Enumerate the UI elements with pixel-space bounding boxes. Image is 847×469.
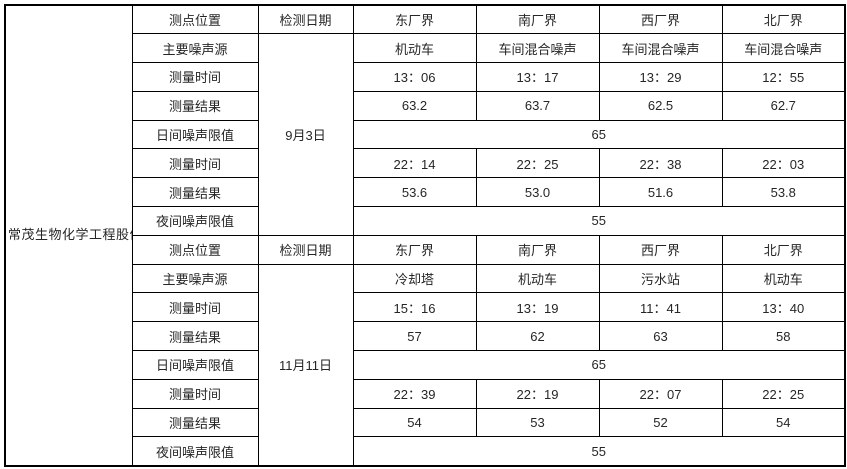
table-row: 测量结果 57 62 63 58 xyxy=(5,321,846,352)
cell-night-time: 22：25 xyxy=(475,148,600,179)
cell-day-time: 13：17 xyxy=(475,62,600,92)
cell-day-result: 57 xyxy=(352,321,477,352)
cell-day-result: 62.7 xyxy=(721,90,846,121)
cell-day-result: 62 xyxy=(475,321,600,352)
table-row: 测量时间 22：14 22：25 22：38 22：03 xyxy=(5,148,846,179)
cell-night-result: 53.6 xyxy=(352,177,477,208)
table-row: 夜间噪声限值 55 xyxy=(5,436,846,467)
row-label-source: 主要噪声源 xyxy=(131,263,259,294)
table-row: 主要噪声源 11月11日 冷却塔 机动车 污水站 机动车 xyxy=(5,263,846,467)
date-header-cell: 检测日期 xyxy=(257,234,354,265)
cell-source: 冷却塔 xyxy=(352,263,477,294)
table-row: 夜间噪声限值 55 xyxy=(5,206,846,236)
table-row: 常茂生物化学工程股份有限公司 测点位置 检测日期 东厂界 南厂界 西厂界 北厂界 xyxy=(4,4,846,467)
cell-night-limit: 55 xyxy=(352,436,846,467)
row-label-source: 主要噪声源 xyxy=(131,33,259,64)
table-row: 测量结果 63.2 63.7 62.5 62.7 xyxy=(5,90,846,121)
cell-day-result: 63.2 xyxy=(352,90,477,121)
row-label-result: 测量结果 xyxy=(131,90,259,121)
row-label-point: 测点位置 xyxy=(131,4,259,35)
cell-night-time: 22：39 xyxy=(352,378,477,409)
cell-night-time: 22：03 xyxy=(721,148,846,179)
location-header-south: 南厂界 xyxy=(475,234,600,265)
cell-night-time: 22：25 xyxy=(721,378,846,409)
cell-night-result: 51.6 xyxy=(598,177,723,208)
table-row: 主要噪声源 9月3日 机动车 车间混合噪声 车间混合噪声 车间混合噪声 xyxy=(5,33,846,236)
cell-night-time: 22：07 xyxy=(598,378,723,409)
row-label-time: 测量时间 xyxy=(131,148,259,179)
date-cell-block1: 9月3日 xyxy=(257,33,354,236)
cell-day-result: 58 xyxy=(721,321,846,352)
location-header-north: 北厂界 xyxy=(721,234,846,265)
location-header-east: 东厂界 xyxy=(352,234,477,265)
cell-night-result: 53.0 xyxy=(475,177,600,208)
location-header-south: 南厂界 xyxy=(475,4,600,35)
cell-day-time: 13：29 xyxy=(598,62,723,92)
cell-night-limit: 55 xyxy=(352,206,846,236)
row-label-result: 测量结果 xyxy=(131,321,259,352)
cell-day-result: 62.5 xyxy=(598,90,723,121)
location-header-west: 西厂界 xyxy=(598,4,723,35)
cell-night-result: 53 xyxy=(475,407,600,438)
cell-day-time: 12：55 xyxy=(721,62,846,92)
cell-source: 车间混合噪声 xyxy=(721,33,846,64)
table-row: 测量结果 53.6 53.0 51.6 53.8 xyxy=(5,177,846,208)
company-name-cell: 常茂生物化学工程股份有限公司 xyxy=(4,4,133,467)
row-label-time: 测量时间 xyxy=(131,62,259,92)
row-label-night-limit: 夜间噪声限值 xyxy=(131,436,259,467)
cell-night-result: 54 xyxy=(352,407,477,438)
table-row: 测量时间 22：39 22：19 22：07 22：25 xyxy=(5,378,846,409)
cell-night-result: 53.8 xyxy=(721,177,846,208)
date-header-cell: 检测日期 xyxy=(257,4,354,35)
cell-source: 机动车 xyxy=(475,263,600,294)
row-label-result: 测量结果 xyxy=(131,177,259,208)
cell-night-time: 22：14 xyxy=(352,148,477,179)
row-label-time: 测量时间 xyxy=(131,292,259,323)
location-header-north: 北厂界 xyxy=(721,4,846,35)
row-label-time: 测量时间 xyxy=(131,378,259,409)
row-label-day-limit: 日间噪声限值 xyxy=(131,119,259,150)
cell-day-time: 13：40 xyxy=(721,292,846,323)
cell-day-limit: 65 xyxy=(352,119,846,150)
row-label-result: 测量结果 xyxy=(131,407,259,438)
cell-source: 车间混合噪声 xyxy=(598,33,723,64)
row-label-day-limit: 日间噪声限值 xyxy=(131,350,259,380)
location-header-west: 西厂界 xyxy=(598,234,723,265)
cell-night-time: 22：38 xyxy=(598,148,723,179)
cell-night-result: 52 xyxy=(598,407,723,438)
cell-day-result: 63 xyxy=(598,321,723,352)
cell-day-time: 15：16 xyxy=(352,292,477,323)
cell-source: 污水站 xyxy=(598,263,723,294)
location-header-east: 东厂界 xyxy=(352,4,477,35)
cell-day-result: 63.7 xyxy=(475,90,600,121)
date-cell-block2: 11月11日 xyxy=(257,263,354,467)
cell-source: 机动车 xyxy=(721,263,846,294)
table-row: 测量时间 15：16 13：19 11：41 13：40 xyxy=(5,292,846,323)
cell-source: 车间混合噪声 xyxy=(475,33,600,64)
table-row: 测量时间 13：06 13：17 13：29 12：55 xyxy=(5,62,846,92)
noise-monitoring-table: 常茂生物化学工程股份有限公司 测点位置 检测日期 东厂界 南厂界 西厂界 北厂界… xyxy=(4,4,846,467)
cell-day-time: 11：41 xyxy=(598,292,723,323)
row-label-night-limit: 夜间噪声限值 xyxy=(131,206,259,236)
cell-night-result: 54 xyxy=(721,407,846,438)
cell-day-time: 13：06 xyxy=(352,62,477,92)
cell-night-time: 22：19 xyxy=(475,378,600,409)
table-row: 测量结果 54 53 52 54 xyxy=(5,407,846,438)
cell-source: 机动车 xyxy=(352,33,477,64)
cell-day-time: 13：19 xyxy=(475,292,600,323)
row-label-point: 测点位置 xyxy=(131,234,259,265)
cell-day-limit: 65 xyxy=(352,350,846,380)
